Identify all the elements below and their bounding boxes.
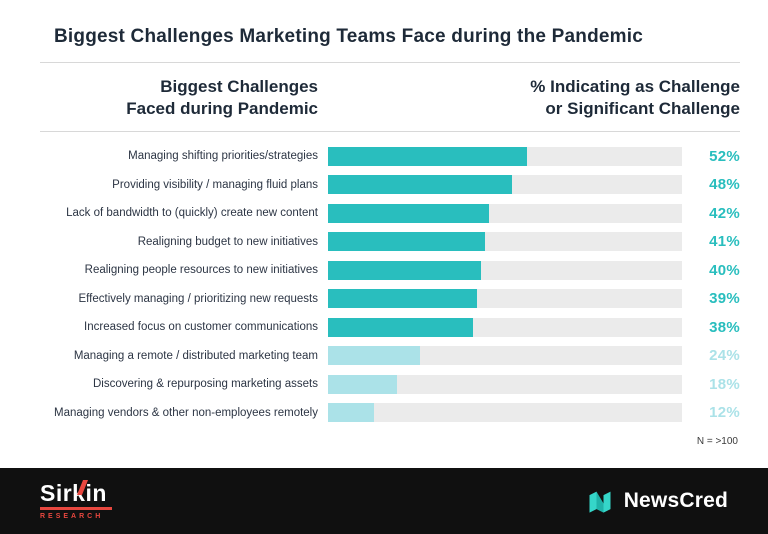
bar-track (328, 146, 682, 166)
right-column-header: % Indicating as Challenge or Significant… (530, 76, 740, 120)
bar (328, 260, 481, 280)
left-header-line2: Faced during Pandemic (126, 99, 318, 119)
left-column-header: Biggest Challenges Faced during Pandemic (40, 76, 318, 120)
divider-headers (40, 131, 740, 133)
category-label: Realigning people resources to new initi… (84, 264, 318, 277)
bar (328, 374, 397, 394)
bar-track (328, 232, 682, 252)
bar-track (328, 203, 682, 223)
sirkin-logo-text: Sirkin (40, 480, 107, 506)
chart-row: Realigning budget to new initiatives 41% (40, 228, 740, 257)
bar-track (328, 374, 682, 394)
chart-row: Lack of bandwidth to (quickly) create ne… (40, 199, 740, 228)
chart-area: Biggest Challenges Marketing Teams Face … (40, 26, 740, 448)
bar (328, 346, 420, 366)
chart-row: Realigning people resources to new initi… (40, 256, 740, 285)
newscred-logo: NewsCred (586, 487, 728, 515)
bar-track (328, 289, 682, 309)
category-label: Managing a remote / distributed marketin… (73, 349, 318, 362)
value-label: 42% (709, 204, 740, 222)
value-label: 41% (709, 233, 740, 251)
value-label: 52% (709, 147, 740, 165)
bar-chart: Managing shifting priorities/strategies 5… (40, 142, 740, 427)
bar (328, 175, 512, 195)
left-header-line1: Biggest Challenges (160, 77, 318, 96)
chart-row: Discovering & repurposing marketing asse… (40, 370, 740, 399)
bar (328, 232, 485, 252)
category-label: Lack of bandwidth to (quickly) create ne… (66, 207, 318, 220)
chart-row: Increased focus on customer communicatio… (40, 313, 740, 342)
newscred-logo-text: NewsCred (623, 489, 728, 512)
bar-track (328, 317, 682, 337)
right-header-line2: or Significant Challenge (545, 99, 740, 119)
bar-track (328, 175, 682, 195)
category-label: Managing vendors & other non-employees r… (53, 406, 318, 419)
category-label: Providing visibility / managing fluid pl… (112, 178, 318, 191)
bar (328, 317, 474, 337)
category-label: Effectively managing / prioritizing new … (78, 292, 319, 305)
sample-size-note: N = >100 (696, 436, 738, 448)
sirkin-logo: Sirkin RESEARCH (40, 480, 112, 520)
bar-track (328, 260, 682, 280)
value-label: 38% (709, 318, 740, 336)
divider-top (40, 62, 740, 63)
category-label: Realigning budget to new initiatives (137, 235, 318, 248)
sirkin-red-underline (40, 507, 112, 510)
chart-row: Managing vendors & other non-employees r… (40, 399, 740, 428)
bar (328, 146, 527, 166)
chart-title: Biggest Challenges Marketing Teams Face … (54, 26, 643, 47)
bar (328, 403, 374, 423)
chart-row: Effectively managing / prioritizing new … (40, 285, 740, 314)
bar-track (328, 403, 682, 423)
category-label: Managing shifting priorities/strategies (128, 150, 318, 163)
newscred-icon (586, 487, 614, 515)
bar-track (328, 346, 682, 366)
sirkin-research-label: RESEARCH (40, 513, 104, 520)
bar (328, 203, 489, 223)
value-label: 48% (709, 176, 740, 194)
value-label: 39% (709, 290, 740, 308)
value-label: 40% (709, 261, 740, 279)
chart-row: Managing a remote / distributed marketin… (40, 342, 740, 371)
footer: Sirkin RESEARCH NewsCred (0, 468, 768, 534)
chart-row: Providing visibility / managing fluid pl… (40, 171, 740, 200)
bar (328, 289, 478, 309)
category-label: Increased focus on customer communicatio… (84, 321, 318, 334)
chart-row: Managing shifting priorities/strategies 5… (40, 142, 740, 171)
value-label: 12% (709, 404, 740, 422)
value-label: 18% (709, 375, 740, 393)
column-headers: Biggest Challenges Faced during Pandemic… (40, 63, 740, 131)
right-header-line1: % Indicating as Challenge (530, 77, 740, 96)
category-label: Discovering & repurposing marketing asse… (93, 378, 318, 391)
value-label: 24% (709, 347, 740, 365)
